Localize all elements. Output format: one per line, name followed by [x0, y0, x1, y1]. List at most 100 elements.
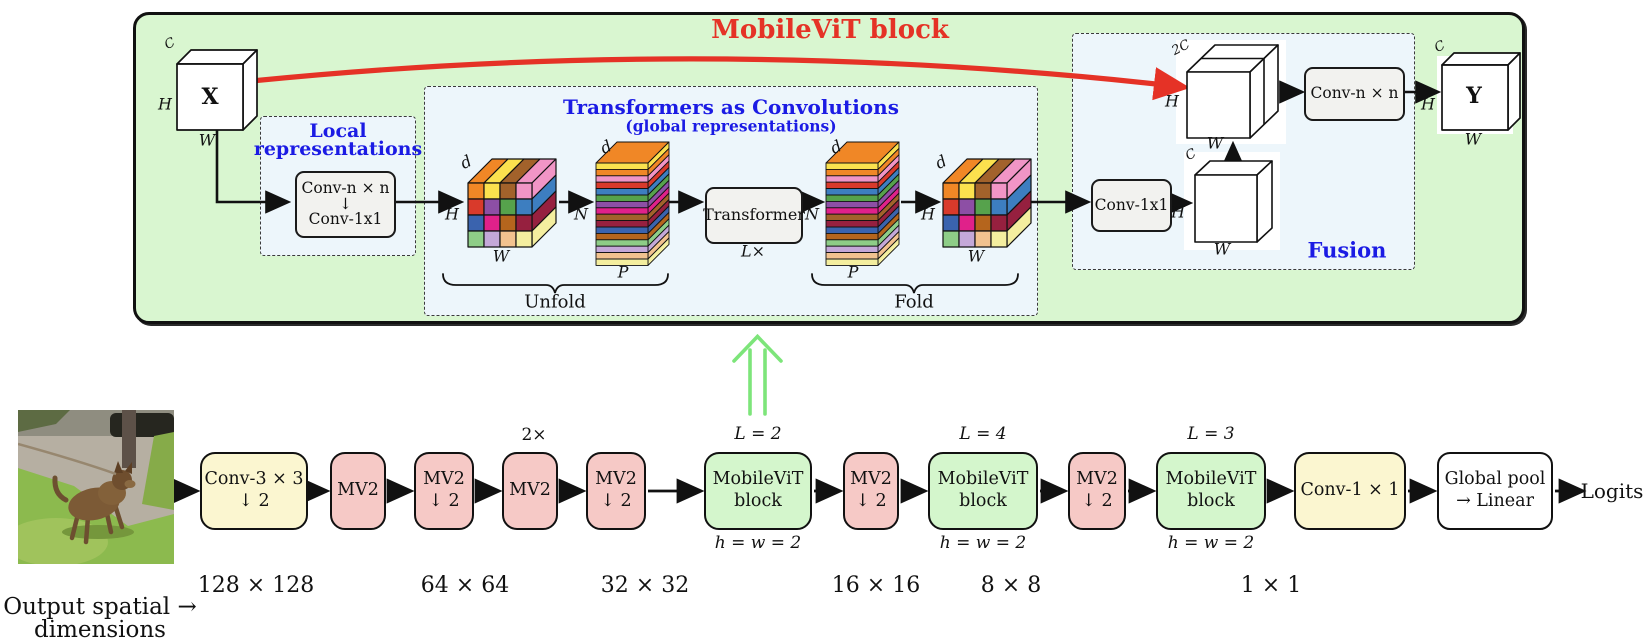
- fold-stack: [825, 141, 900, 266]
- fold-label: Fold: [894, 291, 934, 313]
- y-cube: [1441, 52, 1521, 131]
- dim-1: 1 × 1: [1240, 573, 1302, 598]
- fold-brace: [811, 273, 1019, 294]
- hw-label-3: h = w = 2: [1167, 533, 1255, 553]
- block-label: ↓ 2: [855, 491, 887, 511]
- fold-cube: [942, 158, 1032, 248]
- pipeline-block-mv2-5: MV2 ↓ 2: [843, 452, 899, 530]
- transformers-title: Transformers as Convolutions: [563, 95, 899, 119]
- pipeline-block-mobilevit-3: MobileViT block: [1156, 452, 1266, 530]
- transformer-repeat-label: L×: [740, 241, 766, 261]
- local-conv-1x1-label: Conv-1x1: [308, 210, 383, 229]
- fold-cube-w-label: W: [967, 246, 985, 266]
- bushes: [18, 410, 70, 432]
- unfold-label: Unfold: [524, 291, 586, 313]
- leash: [18, 442, 117, 476]
- local-conv-nn-label: Conv-n × n: [301, 178, 390, 197]
- block-label: MV2: [423, 469, 465, 490]
- small-cube-w-label: W: [1213, 239, 1231, 259]
- block-label: Global pool: [1444, 469, 1546, 490]
- unfold-cube-h-label: H: [445, 204, 459, 224]
- output-spatial-caption-line2: dimensions: [34, 617, 166, 643]
- dog: [52, 461, 136, 545]
- block-label: ↓ 2: [238, 491, 270, 511]
- dim-8: 8 × 8: [980, 573, 1042, 598]
- grass-right: [142, 432, 174, 510]
- pipeline-block-conv1x1: Conv-1 × 1: [1294, 452, 1406, 530]
- repeat-2x-label: 2×: [521, 425, 547, 445]
- block-label: block: [734, 491, 782, 511]
- block-label: ↓ 2: [600, 491, 632, 511]
- transformer-label: Transformer: [703, 205, 805, 225]
- unfold-stack: [595, 141, 670, 266]
- concat-cube-w-label: W: [1206, 133, 1224, 153]
- fold-stack-p-label: P: [847, 262, 859, 282]
- y-cube-w-label: W: [1464, 129, 1482, 149]
- block-label: Conv-3 × 3: [204, 469, 304, 490]
- x-cube-h-label: H: [158, 94, 172, 114]
- dog-shadow: [62, 525, 134, 539]
- block-label: MobileViT: [712, 469, 804, 490]
- l4-label: L = 4: [959, 424, 1007, 444]
- pipeline-block-mv2-1: MV2: [330, 452, 386, 530]
- pipeline-block-mv2-6: MV2 ↓ 2: [1068, 452, 1126, 530]
- tree-trunk: [122, 410, 136, 468]
- output-spatial-caption-line1: Output spatial →: [3, 594, 197, 620]
- block-label: MV2: [337, 480, 379, 501]
- logits-label: Logits: [1580, 479, 1644, 503]
- dim-32: 32 × 32: [600, 573, 690, 598]
- input-image: [18, 410, 174, 564]
- concat-cube-h-label: H: [1165, 91, 1179, 111]
- dim-64: 64 × 64: [420, 573, 510, 598]
- unfold-stack-n-label: N: [574, 204, 588, 224]
- fold-cube-h-label: H: [921, 204, 935, 224]
- arrow-x-to-local: [215, 130, 292, 214]
- block-label: → Linear: [1456, 491, 1534, 511]
- x-cube-label: X: [201, 84, 219, 110]
- fusion-conv1x1-box: Conv-1x1: [1091, 179, 1172, 232]
- pipeline-block-globalpool: Global pool → Linear: [1437, 452, 1553, 530]
- fusion-convnn-label: Conv-n × n: [1310, 84, 1399, 103]
- l3-label: L = 3: [1187, 424, 1235, 444]
- dim-128: 128 × 128: [197, 573, 315, 598]
- fusion-conv1x1-label: Conv-1x1: [1094, 195, 1169, 214]
- local-conv-stack-box: Conv-n × n ↓ Conv-1x1: [295, 171, 396, 238]
- block-label: MV2: [1076, 469, 1118, 490]
- block-label: MV2: [850, 469, 892, 490]
- zoom-in-arrow: [732, 333, 783, 416]
- transformers-subtitle: (global representations): [625, 116, 837, 136]
- pipeline-block-conv3x3: Conv-3 × 3 ↓ 2: [200, 452, 308, 530]
- block-label: MV2: [595, 469, 637, 490]
- braces: [442, 273, 1019, 294]
- unfold-brace: [442, 273, 669, 294]
- x-cube: [176, 49, 258, 131]
- dim-16: 16 × 16: [831, 573, 921, 598]
- block-label: ↓ 2: [1081, 491, 1113, 511]
- pipeline-block-mobilevit-2: MobileViT block: [928, 452, 1038, 530]
- pipeline-block-mv2-2: MV2 ↓ 2: [414, 452, 474, 530]
- fusion-h2-label: H: [1421, 94, 1435, 114]
- unfold-stack-p-label: P: [617, 262, 629, 282]
- y-cube-label: Y: [1466, 83, 1482, 109]
- transformer-box: Transformer: [703, 187, 805, 244]
- fusion-small-cube: [1194, 160, 1273, 243]
- l2-label: L = 2: [734, 424, 782, 444]
- hw-label-2: h = w = 2: [939, 533, 1027, 553]
- fusion-concat-cube: [1186, 44, 1279, 139]
- down-arrow-icon: ↓: [339, 194, 352, 213]
- unfold-cube-w-label: W: [492, 246, 510, 266]
- unfold-cube: [467, 158, 557, 248]
- local-representations-title-line2: representations: [253, 138, 423, 160]
- block-label: MobileViT: [1165, 469, 1257, 490]
- fusion-label: Fusion: [1307, 237, 1387, 263]
- fold-stack-n-label: N: [805, 204, 819, 224]
- x-cube-w-label: W: [198, 130, 216, 150]
- block-label: MV2: [509, 480, 551, 501]
- hw-label-1: h = w = 2: [714, 533, 802, 553]
- skip-connection-arrow: [251, 56, 1191, 101]
- block-label: block: [1187, 491, 1235, 511]
- block-label: Conv-1 × 1: [1300, 480, 1400, 501]
- pipeline-block-mobilevit-1: MobileViT block: [704, 452, 812, 530]
- pipeline-block-mv2-3: MV2: [502, 452, 558, 530]
